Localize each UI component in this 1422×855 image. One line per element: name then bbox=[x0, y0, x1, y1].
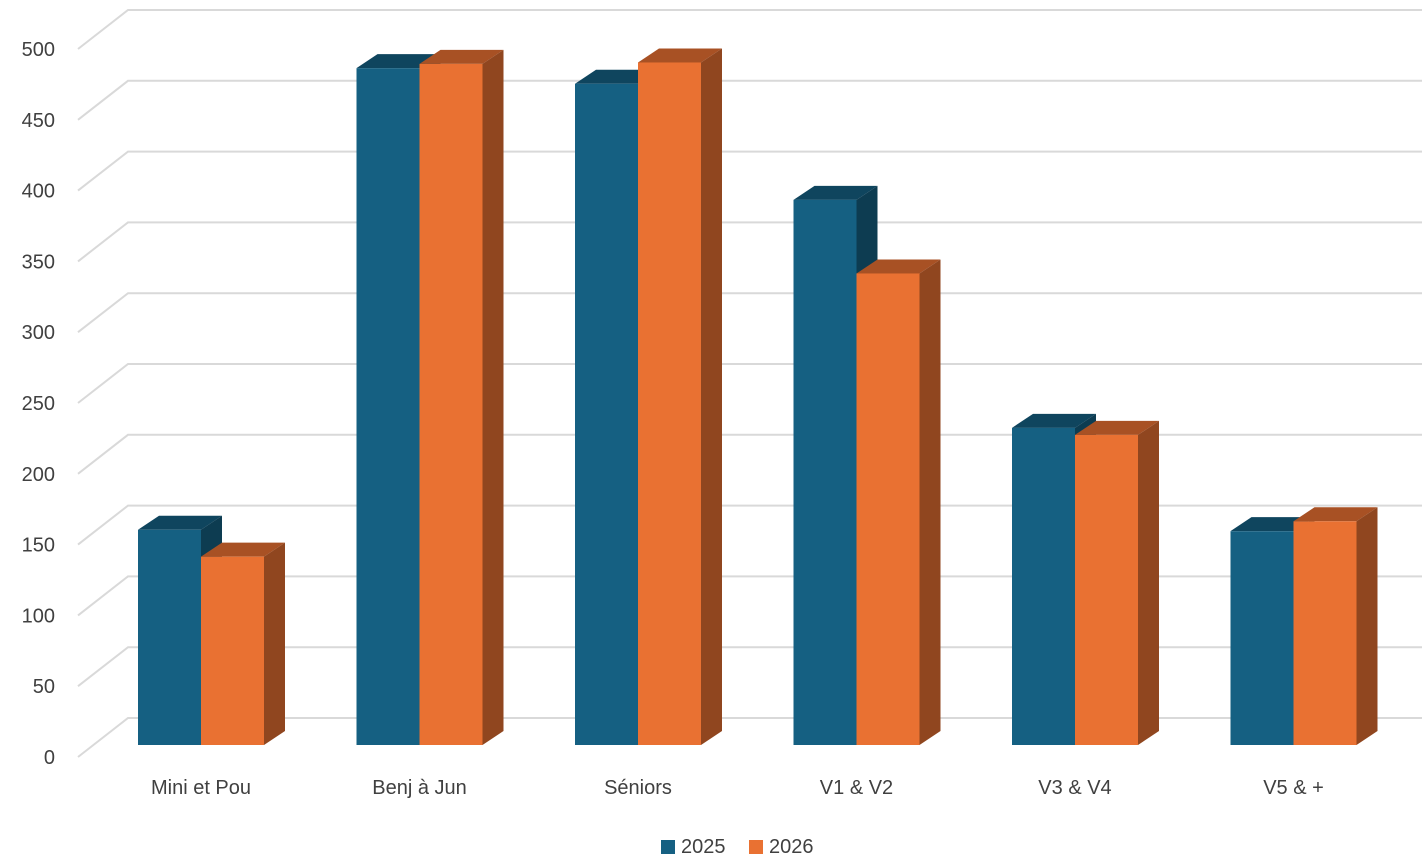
y-axis-tick-labels: 0 50 100 150 200 250 300 350 400 450 500 bbox=[22, 39, 55, 769]
gridline bbox=[77, 292, 1422, 333]
y-tick-label: 300 bbox=[22, 322, 55, 344]
legend-label: 2025 bbox=[681, 836, 726, 855]
bar-front-face bbox=[419, 63, 483, 746]
bar-top-face bbox=[138, 515, 222, 530]
bar-front-face bbox=[793, 199, 857, 746]
x-category-label: Séniors bbox=[604, 777, 672, 799]
bar-front-face bbox=[201, 556, 264, 745]
bar-top-face bbox=[419, 49, 504, 64]
bar-front-face bbox=[1293, 521, 1357, 745]
legend-label: 2026 bbox=[769, 836, 814, 855]
x-category-label: Benj à Jun bbox=[372, 777, 467, 799]
y-tick-label: 100 bbox=[22, 605, 55, 627]
x-category-label: V1 & V2 bbox=[820, 777, 893, 799]
legend-item-2025: 2025 bbox=[661, 836, 726, 855]
bar-top-face bbox=[201, 542, 285, 557]
gridline bbox=[77, 150, 1422, 192]
bar-front-face bbox=[856, 273, 920, 745]
legend-swatch bbox=[749, 840, 763, 854]
bar-2026-5 bbox=[1293, 507, 1378, 745]
bar-side-face bbox=[264, 542, 285, 745]
bar-front-face bbox=[138, 529, 201, 745]
y-tick-label: 500 bbox=[22, 39, 55, 61]
gridline bbox=[77, 575, 1422, 617]
bar-front-face bbox=[575, 83, 638, 745]
bar-2026-1 bbox=[419, 49, 504, 746]
bar-front-face bbox=[356, 68, 420, 746]
bar-side-face bbox=[919, 259, 941, 745]
x-category-label: Mini et Pou bbox=[151, 777, 251, 799]
gridline bbox=[77, 363, 1422, 404]
y-tick-label: 0 bbox=[44, 747, 55, 769]
bar-front-face bbox=[638, 62, 701, 746]
x-axis-category-labels: Mini et Pou Benj à Jun Séniors V1 & V2 V3 & … bbox=[151, 777, 1324, 799]
gridline bbox=[77, 504, 1422, 546]
x-category-label: V5 & + bbox=[1263, 777, 1324, 799]
bar-side-face bbox=[701, 48, 722, 746]
gridline bbox=[77, 79, 1422, 121]
x-category-label: V3 & V4 bbox=[1038, 777, 1111, 799]
legend-item-2026: 2026 bbox=[749, 836, 814, 855]
bar-2026-2 bbox=[638, 48, 722, 746]
gridline bbox=[77, 9, 1422, 50]
bar-top-face bbox=[793, 185, 878, 200]
gridlines bbox=[77, 9, 1422, 758]
y-tick-label: 200 bbox=[22, 464, 55, 486]
bar-side-face bbox=[1356, 507, 1378, 745]
gridline bbox=[77, 433, 1422, 475]
y-tick-label: 350 bbox=[22, 251, 55, 273]
gridline bbox=[77, 221, 1422, 263]
bar-front-face bbox=[1012, 427, 1075, 745]
legend-swatch bbox=[661, 840, 675, 854]
bar-top-face bbox=[1293, 507, 1378, 522]
bar-top-face bbox=[1075, 420, 1159, 435]
bar-front-face bbox=[1230, 531, 1294, 745]
y-tick-label: 150 bbox=[22, 535, 55, 557]
bar-side-face bbox=[1138, 420, 1159, 745]
gridline bbox=[77, 717, 1422, 758]
bar-2026-3 bbox=[856, 259, 941, 745]
bar-top-face bbox=[638, 48, 722, 63]
bars bbox=[138, 48, 1378, 746]
bar-2026-4 bbox=[1075, 420, 1159, 745]
bar-front-face bbox=[1075, 434, 1138, 745]
y-tick-label: 450 bbox=[22, 110, 55, 132]
y-tick-label: 250 bbox=[22, 393, 55, 415]
bar-top-face bbox=[856, 259, 941, 274]
bar-2026-0 bbox=[201, 542, 285, 745]
bar-side-face bbox=[482, 49, 504, 746]
bar-top-face bbox=[1012, 413, 1096, 428]
y-tick-label: 400 bbox=[22, 181, 55, 203]
gridline bbox=[77, 646, 1422, 687]
y-tick-label: 50 bbox=[33, 676, 55, 698]
legend: 2025 2026 bbox=[661, 836, 814, 855]
